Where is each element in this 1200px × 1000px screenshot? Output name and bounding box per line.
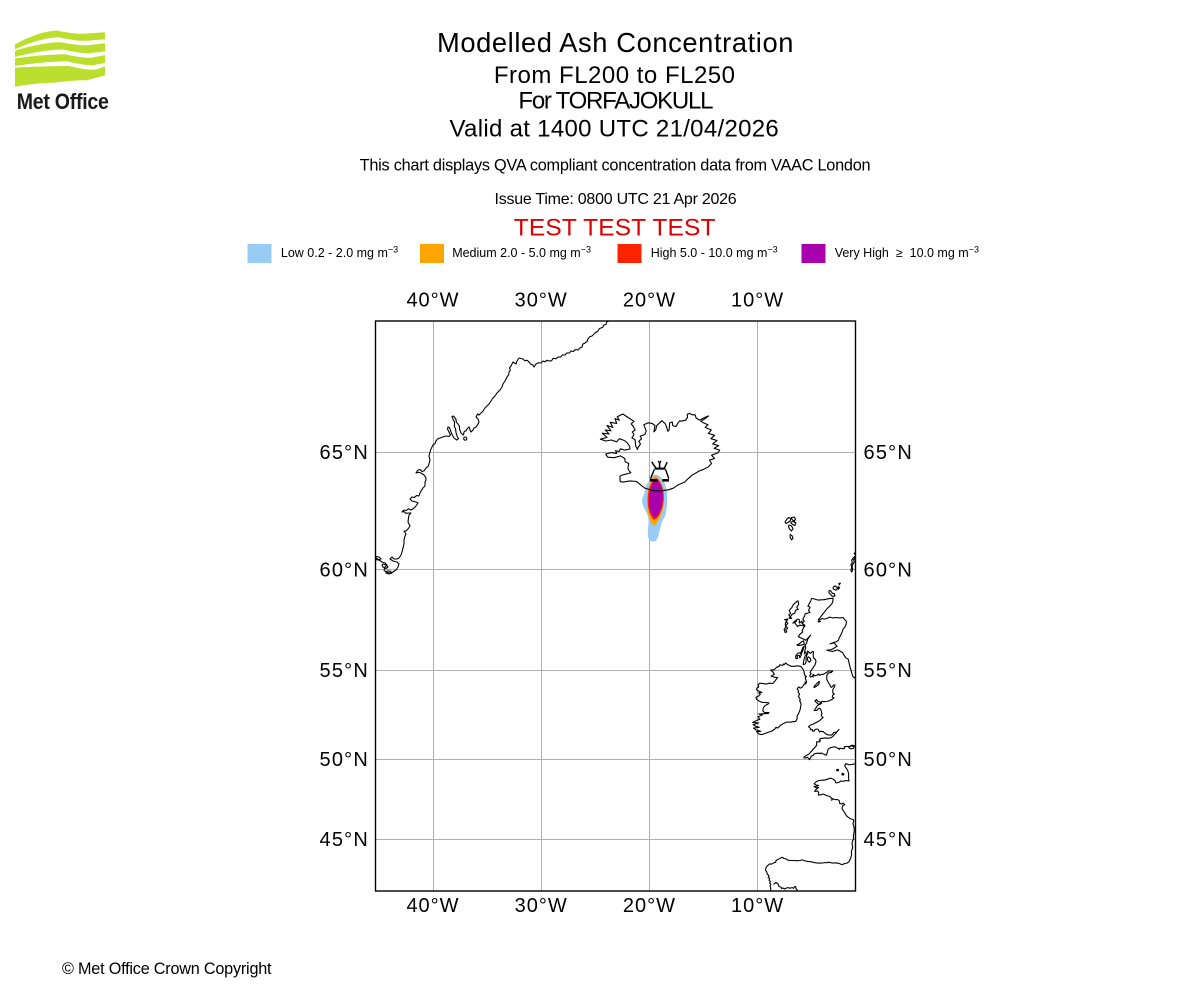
svg-text:Modelled Ash Concentration: Modelled Ash Concentration: [437, 27, 794, 58]
svg-text:Very High ≥ 10.0 mg m−3: Very High ≥ 10.0 mg m−3: [835, 244, 979, 259]
svg-text:40°W: 40°W: [406, 290, 459, 312]
svg-text:This chart displays QVA compli: This chart displays QVA compliant concen…: [360, 157, 871, 175]
svg-text:60°N: 60°N: [864, 559, 914, 581]
svg-text:60°N: 60°N: [320, 559, 370, 581]
svg-text:High 5.0 - 10.0 mg m−3: High 5.0 - 10.0 mg m−3: [651, 244, 778, 259]
svg-text:20°W: 20°W: [623, 895, 676, 917]
svg-text:30°W: 30°W: [515, 895, 568, 917]
svg-text:Medium 2.0 - 5.0 mg m−3: Medium 2.0 - 5.0 mg m−3: [452, 244, 591, 259]
svg-text:Issue Time: 0800 UTC 21 Apr 20: Issue Time: 0800 UTC 21 Apr 2026: [495, 191, 737, 208]
svg-text:50°N: 50°N: [320, 749, 370, 771]
svg-text:TEST TEST TEST: TEST TEST TEST: [514, 215, 716, 242]
svg-text:10°W: 10°W: [731, 290, 784, 312]
svg-text:55°N: 55°N: [320, 660, 370, 682]
svg-text:55°N: 55°N: [864, 660, 914, 682]
svg-text:20°W: 20°W: [623, 290, 676, 312]
svg-text:For TORFAJOKULL: For TORFAJOKULL: [518, 88, 713, 115]
svg-text:45°N: 45°N: [320, 829, 370, 851]
svg-text:10°W: 10°W: [731, 895, 784, 917]
svg-text:30°W: 30°W: [515, 290, 568, 312]
svg-text:Met Office: Met Office: [17, 90, 109, 114]
svg-text:40°W: 40°W: [406, 895, 459, 917]
svg-text:65°N: 65°N: [320, 442, 370, 464]
svg-text:From FL200 to FL250: From FL200 to FL250: [494, 62, 736, 89]
svg-text:50°N: 50°N: [864, 749, 914, 771]
svg-text:Valid at 1400 UTC 21/04/2026: Valid at 1400 UTC 21/04/2026: [450, 115, 780, 142]
svg-text:© Met Office Crown Copyright: © Met Office Crown Copyright: [62, 960, 272, 978]
svg-text:Low 0.2 - 2.0 mg m−3: Low 0.2 - 2.0 mg m−3: [281, 244, 398, 259]
svg-text:65°N: 65°N: [864, 442, 914, 464]
svg-text:45°N: 45°N: [864, 829, 914, 851]
